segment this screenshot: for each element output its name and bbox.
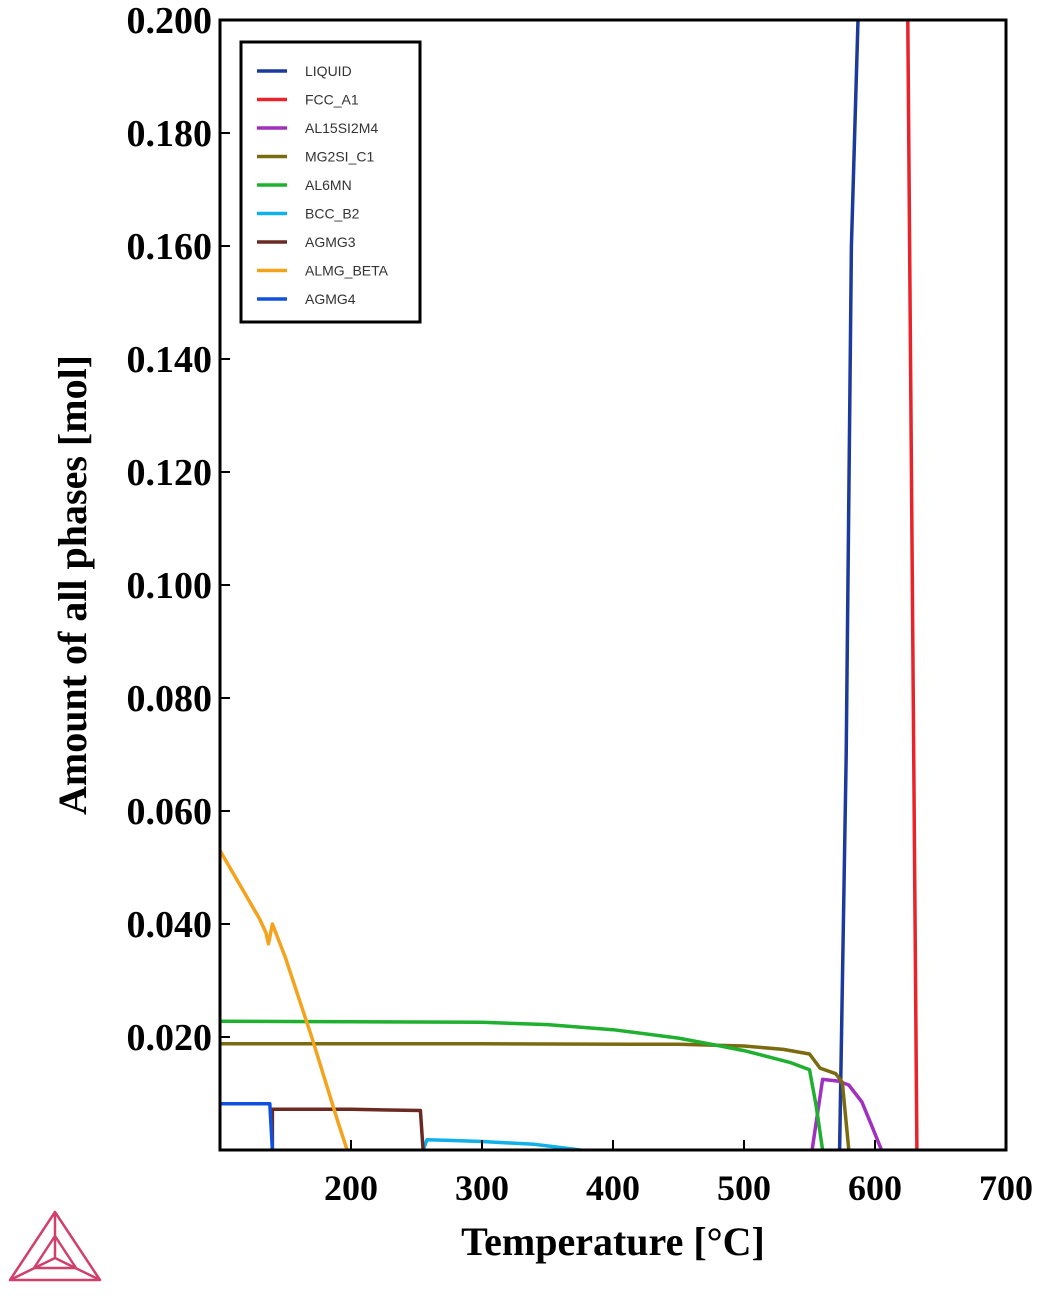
y-tick-label: 0.080 xyxy=(127,678,213,720)
series-line-al15si2m4 xyxy=(810,1077,884,1150)
x-tick-label: 400 xyxy=(586,1168,640,1208)
tick-layer: 0.020 0.040 0.060 0.080 0.100 0.120 0.140 0.160… xyxy=(127,0,1034,1208)
legend-label: AL15SI2M4 xyxy=(305,120,378,136)
series-line-almg-beta xyxy=(220,848,349,1150)
x-tick-label: 200 xyxy=(324,1168,378,1208)
legend-label: AGMG3 xyxy=(305,234,356,250)
y-axis-title: Amount of all phases [mol] xyxy=(50,355,95,815)
y-tick-label: 0.140 xyxy=(127,339,213,381)
y-tick-label: 0.120 xyxy=(127,452,213,494)
legend-item: MG2SI_C1 xyxy=(257,149,374,165)
legend-label: BCC_B2 xyxy=(305,206,360,222)
series-line-agmg3 xyxy=(270,1107,425,1150)
legend-item: FCC_A1 xyxy=(257,92,359,108)
series-line-mg2si-c1 xyxy=(220,1042,851,1150)
y-tick-label: 0.200 xyxy=(127,0,213,42)
legend-item: ALMG_BETA xyxy=(257,263,389,279)
y-tick-label: 0.020 xyxy=(127,1017,213,1059)
legend-item: AGMG3 xyxy=(257,234,356,250)
series-line-fcc-a1 xyxy=(906,20,919,1150)
series-layer xyxy=(220,20,919,1150)
y-tick-label: 0.160 xyxy=(127,226,213,268)
legend-label: FCC_A1 xyxy=(305,92,359,108)
thermo-calc-logo-icon xyxy=(8,1210,102,1282)
y-tick-label: 0.040 xyxy=(127,904,213,946)
legend-label: AL6MN xyxy=(305,177,352,193)
x-tick-label: 300 xyxy=(455,1168,509,1208)
series-line-al6mn xyxy=(220,1019,825,1150)
legend-label: AGMG4 xyxy=(305,291,356,307)
series-line-agmg4 xyxy=(220,1101,275,1150)
legend-item: AGMG4 xyxy=(257,291,356,307)
legend-label: MG2SI_C1 xyxy=(305,149,374,165)
legend-item: LIQUID xyxy=(257,63,352,79)
legend-label: LIQUID xyxy=(305,63,352,79)
x-tick-label: 500 xyxy=(717,1168,771,1208)
legend-item: AL15SI2M4 xyxy=(257,120,378,136)
legend-label: ALMG_BETA xyxy=(305,263,389,279)
y-tick-label: 0.060 xyxy=(127,791,213,833)
legend-box xyxy=(239,40,422,324)
series-line-bcc-b2 xyxy=(421,1138,583,1150)
x-tick-label: 700 xyxy=(979,1168,1033,1208)
y-tick-label: 0.180 xyxy=(127,113,213,155)
x-axis-title: Temperature [°C] xyxy=(461,1219,765,1264)
x-tick-label: 600 xyxy=(848,1168,902,1208)
series-line-liquid xyxy=(837,20,860,1150)
legend: LIQUID FCC_A1 AL15SI2M4 MG2SI_C1 AL6MN BCC_B2… xyxy=(239,40,422,324)
y-tick-label: 0.100 xyxy=(127,565,213,607)
legend-item: AL6MN xyxy=(257,177,352,193)
legend-item: BCC_B2 xyxy=(257,206,360,222)
